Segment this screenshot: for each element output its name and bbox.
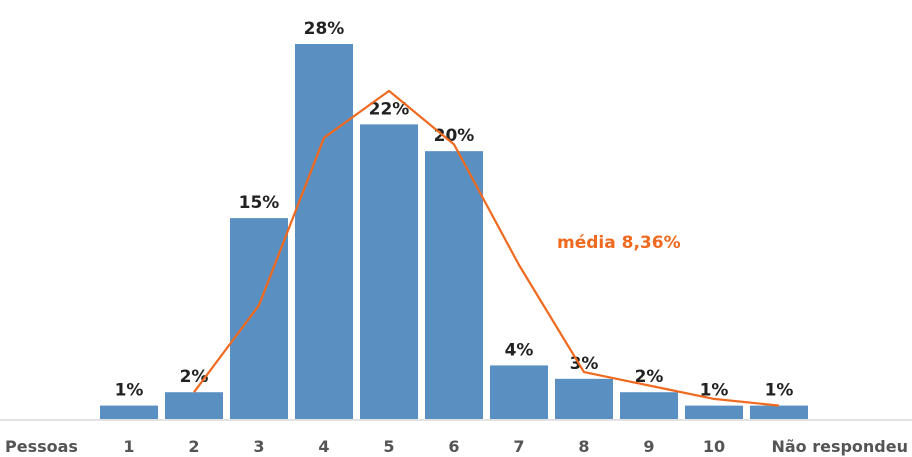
x-axis-title: Pessoas (5, 437, 78, 456)
bars-group (100, 44, 808, 419)
bar-value-label: 1% (115, 381, 144, 401)
average-annotation: média 8,36% (557, 233, 681, 253)
bar-value-label: 20% (434, 126, 475, 146)
tick-labels-group: 1 2 3 4 5 6 7 8 9 10 Não respondeu (123, 437, 908, 456)
bar-labels-group: 1%2%15%28%22%20%4%3%2%1% 1% (115, 19, 794, 401)
bar-3 (230, 218, 288, 419)
bar-4 (295, 44, 353, 419)
x-tick-label: 9 (643, 437, 654, 456)
x-tick-label: 7 (513, 437, 524, 456)
x-tick-label: 3 (253, 437, 264, 456)
bar-5 (360, 124, 418, 419)
x-tick-label: 1 (123, 437, 134, 456)
x-tick-label: 6 (448, 437, 459, 456)
bar-value-label: 22% (369, 99, 410, 119)
x-tick-label: 4 (318, 437, 329, 456)
x-tick-label: 2 (188, 437, 199, 456)
x-tick-label: 10 (703, 437, 725, 456)
bar-value-label: 2% (635, 367, 664, 387)
bar-11 (750, 405, 808, 419)
x-tick-label: 5 (383, 437, 394, 456)
bar-2 (165, 392, 223, 419)
bar-9 (620, 392, 678, 419)
bar-6 (425, 151, 483, 419)
trend-line (193, 89, 780, 407)
bar-value-label: 28% (304, 19, 345, 39)
x-tick-label: Não respondeu (771, 437, 908, 456)
bar-value-label: 15% (239, 193, 280, 213)
bar-value-label: 4% (505, 340, 534, 360)
x-tick-label: 8 (578, 437, 589, 456)
bar-value-label: 1% (765, 381, 794, 401)
bar-8 (555, 378, 613, 419)
bar-10 (685, 405, 743, 419)
bar-1 (100, 405, 158, 419)
bar-7 (490, 365, 548, 419)
bar-value-label: 1% (700, 381, 729, 401)
